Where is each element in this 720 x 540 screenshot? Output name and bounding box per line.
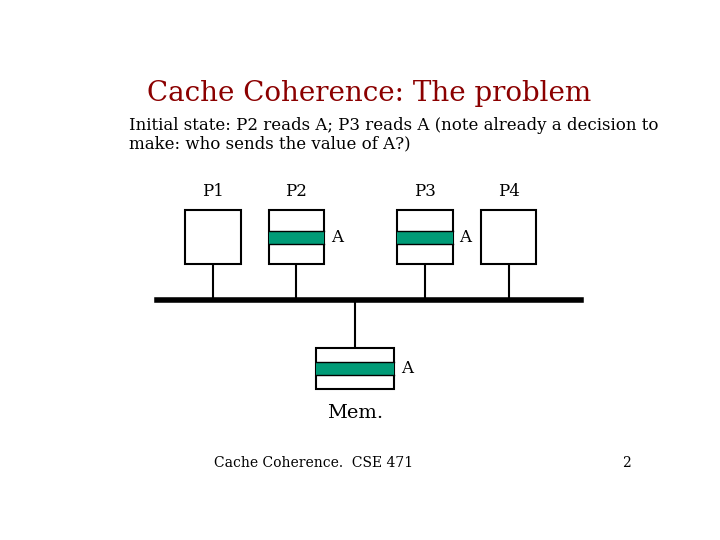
- Text: 2: 2: [623, 456, 631, 470]
- Text: make: who sends the value of A?): make: who sends the value of A?): [129, 136, 410, 152]
- Text: A: A: [401, 360, 413, 377]
- Text: A: A: [331, 229, 343, 246]
- Text: P3: P3: [414, 183, 436, 200]
- Text: P2: P2: [286, 183, 307, 200]
- Bar: [185, 211, 240, 265]
- Bar: [316, 348, 394, 389]
- Text: A: A: [459, 229, 472, 246]
- Text: Mem.: Mem.: [327, 404, 383, 422]
- Text: Cache Coherence.  CSE 471: Cache Coherence. CSE 471: [214, 456, 413, 470]
- Bar: [397, 211, 453, 265]
- Bar: [481, 211, 536, 265]
- Text: Cache Coherence: The problem: Cache Coherence: The problem: [147, 80, 591, 107]
- Text: Initial state: P2 reads A; P3 reads A (note already a decision to: Initial state: P2 reads A; P3 reads A (n…: [129, 117, 659, 133]
- Text: P4: P4: [498, 183, 519, 200]
- Bar: [269, 231, 324, 245]
- Bar: [269, 211, 324, 265]
- Bar: [397, 231, 453, 245]
- Text: P1: P1: [202, 183, 224, 200]
- Bar: [316, 362, 394, 375]
